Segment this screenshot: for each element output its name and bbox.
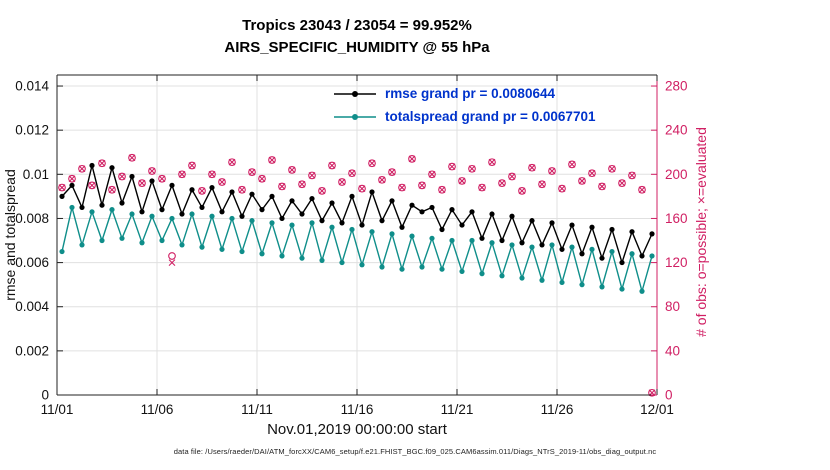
y-tick-label-left: 0.002 [15,343,49,358]
x-axis-label: Nov.01,2019 00:00:00 start [267,421,447,438]
x-tick-label: 11/01 [41,402,74,417]
y-tick-label-right: 0 [665,388,673,403]
obs-markers [58,153,656,397]
tick-labels: 11/01 11/06 11/11 11/16 11/21 11/26 12/0100.00… [15,79,687,417]
x-tick-label: 11/06 [141,402,174,417]
y-tick-label-right: 120 [665,255,688,270]
y-tick-label-left: 0 [41,388,49,403]
x-tick-label: 11/26 [541,402,574,417]
legend-label-rmse: rmse grand pr = 0.0080644 [385,86,555,101]
y-tick-label-left: 0.006 [15,255,49,270]
legend-line-sample-totalspread [334,113,376,120]
y-tick-label-right: 200 [665,167,688,182]
axes [56,74,658,396]
y-tick-label-left: 0.01 [23,167,49,182]
legend-item-rmse: rmse grand pr = 0.0080644 [332,82,595,105]
chart-title: Tropics 23043 / 23054 = 99.952% [242,17,472,34]
y-tick-label-right: 280 [665,79,688,94]
chart-subtitle: AIRS_SPECIFIC_HUMIDITY @ 55 hPa [224,39,490,56]
y-tick-label-right: 40 [665,343,680,358]
series-totalspread [59,204,655,294]
y-tick-label-left: 0.008 [15,211,49,226]
data-file-note: data file: /Users/raeder/DAI/ATM_forcXX/… [173,447,657,456]
y-tick-label-right: 80 [665,299,680,314]
x-tick-label: 11/11 [241,402,273,417]
y-tick-label-left: 0.014 [15,79,49,94]
y-tick-label-left: 0.004 [15,299,49,314]
legend: rmse grand pr = 0.0080644 totalspread gr… [332,82,595,128]
y-tick-label-right: 160 [665,211,688,226]
x-tick-label: 11/16 [341,402,374,417]
y-tick-label-left: 0.012 [15,123,49,138]
x-tick-label: 12/01 [640,402,674,417]
y-tick-label-right: 240 [665,123,688,138]
legend-line-sample-rmse [334,90,376,97]
series-rmse [59,162,655,266]
x-tick-label: 11/21 [441,402,474,417]
y-axis-label-right: # of obs: o=possible; ×=evaluated [693,127,709,337]
legend-item-totalspread: totalspread grand pr = 0.0067701 [332,105,595,128]
y-axis-label-left: rmse and totalspread [2,169,18,301]
legend-label-totalspread: totalspread grand pr = 0.0067701 [385,109,596,124]
